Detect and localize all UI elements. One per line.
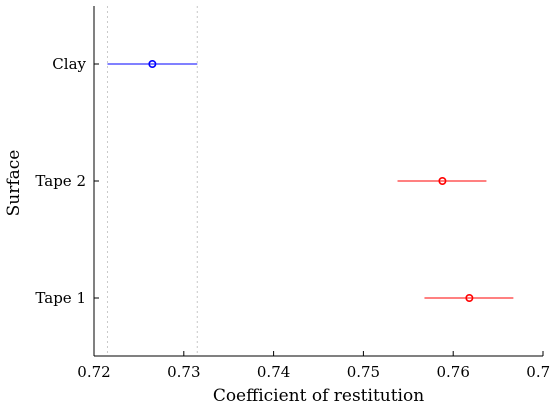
x-tick-label: 0.73	[167, 363, 200, 381]
error-bars	[107, 63, 514, 299]
y-tick-label: Tape 1	[35, 289, 86, 307]
y-ticks: Clay Tape 2 Tape 1	[35, 55, 99, 307]
x-ticks: 0.72 0.73 0.74 0.75 0.76 0.77	[77, 351, 550, 381]
y-tick-label: Clay	[52, 55, 86, 73]
data-point	[465, 293, 474, 302]
x-tick-label: 0.72	[77, 363, 110, 381]
x-tick-label: 0.75	[347, 363, 380, 381]
data-point	[148, 59, 157, 68]
x-tick-label: 0.74	[257, 363, 290, 381]
x-axis-title: Coefficient of restitution	[213, 386, 424, 406]
x-tick-label: 0.76	[436, 363, 469, 381]
y-tick-label: Tape 2	[35, 172, 86, 190]
data-point	[438, 177, 447, 186]
x-tick-label: 0.77	[526, 363, 550, 381]
markers	[148, 59, 474, 302]
y-axis-title: Surface	[4, 150, 24, 217]
reference-lines	[106, 6, 198, 356]
